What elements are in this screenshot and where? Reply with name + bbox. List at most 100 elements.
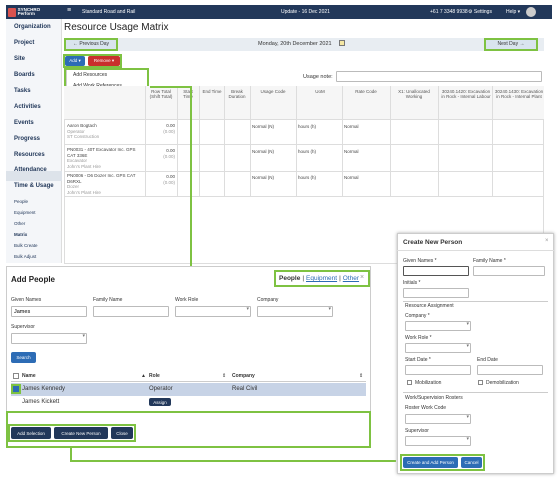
row-total-value: 0.00 [166, 174, 175, 179]
sidebar-item-organization[interactable]: Organization [14, 24, 51, 30]
add-dropdown-button[interactable]: Add ▾ [65, 56, 85, 66]
sidebar-item-tasks[interactable]: Tasks [14, 88, 31, 94]
resource-role: Operator [67, 128, 85, 134]
settings-link[interactable]: ⚙ Settings [468, 9, 492, 15]
results-header [11, 371, 366, 382]
logo-text: SYNCHRO Perform [17, 6, 41, 16]
grid-col-divider [199, 86, 200, 196]
page-title: Resource Usage Matrix [64, 22, 169, 33]
sidebar-item-events[interactable]: Events [14, 120, 34, 126]
roster-work-code-select[interactable] [405, 414, 471, 424]
cp-initials-input[interactable] [403, 288, 469, 298]
cancel-button[interactable]: Cancel [461, 457, 482, 468]
search-button[interactable]: Search [11, 352, 36, 363]
project-name[interactable]: Standard Road and Rail [82, 9, 136, 15]
previous-day-button[interactable]: ← Previous Day [66, 39, 116, 50]
menu-add-resources[interactable]: Add Resources [73, 72, 108, 78]
rate-code-select[interactable]: Normal [344, 175, 359, 180]
select-all-checkbox[interactable] [13, 373, 19, 379]
close-icon[interactable]: × [360, 274, 365, 281]
col-name[interactable]: Name [22, 373, 36, 379]
connector-line [70, 460, 396, 462]
next-day-button[interactable]: Next Day → [486, 39, 536, 50]
close-icon[interactable]: × [545, 238, 549, 244]
rate-code-select[interactable]: Normal [344, 149, 359, 154]
sidebar-item-progress[interactable]: Progress [14, 136, 41, 142]
current-date: Monday, 20th December 2021 [258, 41, 332, 47]
col-unallocated: X1: Unallocated Working [398, 89, 430, 99]
col-company[interactable]: Company [232, 373, 255, 379]
sidebar-item-attendance[interactable]: Attendance [14, 167, 47, 173]
rate-code-select[interactable]: Normal [344, 124, 359, 129]
sidebar-item-project[interactable]: Project [14, 40, 35, 46]
col-excavation-plant: 30240.1430: Excavation in Rock - Interna… [494, 89, 544, 99]
sidebar-item-time-usage[interactable]: Time & Usage [14, 183, 54, 189]
uom-select[interactable]: hours (h) [298, 149, 317, 154]
usage-code-select[interactable]: Normal (N) [252, 149, 274, 154]
cp-start-date-input[interactable] [405, 365, 471, 375]
col-role[interactable]: Role [149, 373, 160, 379]
company-select[interactable] [257, 306, 333, 317]
cp-given-names-input[interactable] [403, 266, 469, 276]
highlight-create-buttons [400, 454, 485, 471]
supervisor-select[interactable] [11, 333, 87, 344]
usage-code-select[interactable]: Normal (N) [252, 124, 274, 129]
close-button[interactable]: Close [111, 427, 133, 439]
mobilization-label: Mobilization [415, 380, 442, 386]
remove-dropdown-button[interactable]: Remove ▾ [88, 56, 120, 66]
cp-family-name-input[interactable] [473, 266, 545, 276]
mobilization-checkbox[interactable] [407, 380, 412, 385]
create-person-title: Create New Person [403, 239, 463, 246]
sidebar-sub-equipment[interactable]: Equipment [14, 210, 36, 215]
uom-select[interactable]: hours (h) [298, 124, 317, 129]
sidebar-item-site[interactable]: Site [14, 56, 26, 62]
table-row-selected[interactable] [11, 383, 366, 396]
sort-icon[interactable]: ▲ [141, 373, 146, 379]
create-and-add-person-button[interactable]: Create and Add Person [403, 457, 458, 468]
uom-select[interactable]: hours (h) [298, 175, 317, 180]
sidebar-sub-people[interactable]: People [14, 199, 29, 204]
cp-company-label: Company * [405, 313, 430, 319]
table-row[interactable]: Aaron Bogtach Operator ST Construction [67, 123, 143, 140]
calendar-icon[interactable] [339, 40, 345, 46]
tab-equipment[interactable]: Equipment [306, 275, 338, 282]
family-name-input[interactable] [93, 306, 169, 317]
supervisor-label: Supervisor [11, 324, 35, 330]
cp-company-select[interactable] [405, 321, 471, 331]
cp-end-date-input[interactable] [477, 365, 543, 375]
family-name-label: Family Name [93, 297, 123, 303]
menu-icon[interactable]: ≡ [67, 7, 72, 14]
sort-icon[interactable]: ⇕ [222, 373, 227, 379]
sidebar-item-boards[interactable]: Boards [14, 72, 35, 78]
cp-supervisor-select[interactable] [405, 436, 471, 446]
work-role-select[interactable] [175, 306, 251, 317]
assign-button[interactable]: Assign [149, 398, 171, 406]
sidebar-item-activities[interactable]: Activities [14, 104, 41, 110]
create-new-person-button[interactable]: Create New Person [54, 427, 108, 439]
cp-work-role-label: Work Role * [405, 335, 432, 341]
avatar[interactable] [526, 7, 536, 17]
highlight-row-checkbox [11, 384, 21, 394]
given-names-input[interactable] [11, 306, 87, 317]
sidebar-sub-bulk-create[interactable]: Bulk Create [14, 243, 38, 248]
sidebar-sub-other[interactable]: Other [14, 221, 26, 226]
app-logo[interactable]: SYNCHRO Perform [8, 6, 52, 18]
add-selection-button[interactable]: Add Selection [11, 427, 51, 439]
table-row[interactable]: PN0031 - 40T Excavator Inc. GPS CAT 336E… [67, 147, 143, 169]
usage-code-select[interactable]: Normal (N) [252, 175, 274, 180]
demobilization-checkbox[interactable] [478, 380, 483, 385]
tab-other[interactable]: Other [342, 275, 360, 282]
sidebar-item-resources[interactable]: Resources [14, 152, 45, 158]
usage-note-input[interactable] [336, 71, 542, 82]
table-row[interactable]: PN0006 - D6 Dozer Inc. GPS CAT D6RXL Doz… [67, 173, 143, 195]
row-checkbox-checked[interactable] [13, 386, 19, 392]
tab-people[interactable]: People [279, 275, 301, 282]
settings-label: Settings [473, 9, 492, 15]
sort-icon[interactable]: ⇕ [359, 373, 364, 379]
help-link[interactable]: Help ▾ [506, 9, 521, 15]
result-name: James Kennedy [22, 386, 66, 392]
sidebar-sub-bulk-adjust[interactable]: Bulk Adjust [14, 254, 37, 259]
cp-work-role-select[interactable] [405, 343, 471, 353]
logo-icon [8, 7, 16, 17]
sidebar-sub-matrix[interactable]: Matrix [14, 232, 28, 237]
